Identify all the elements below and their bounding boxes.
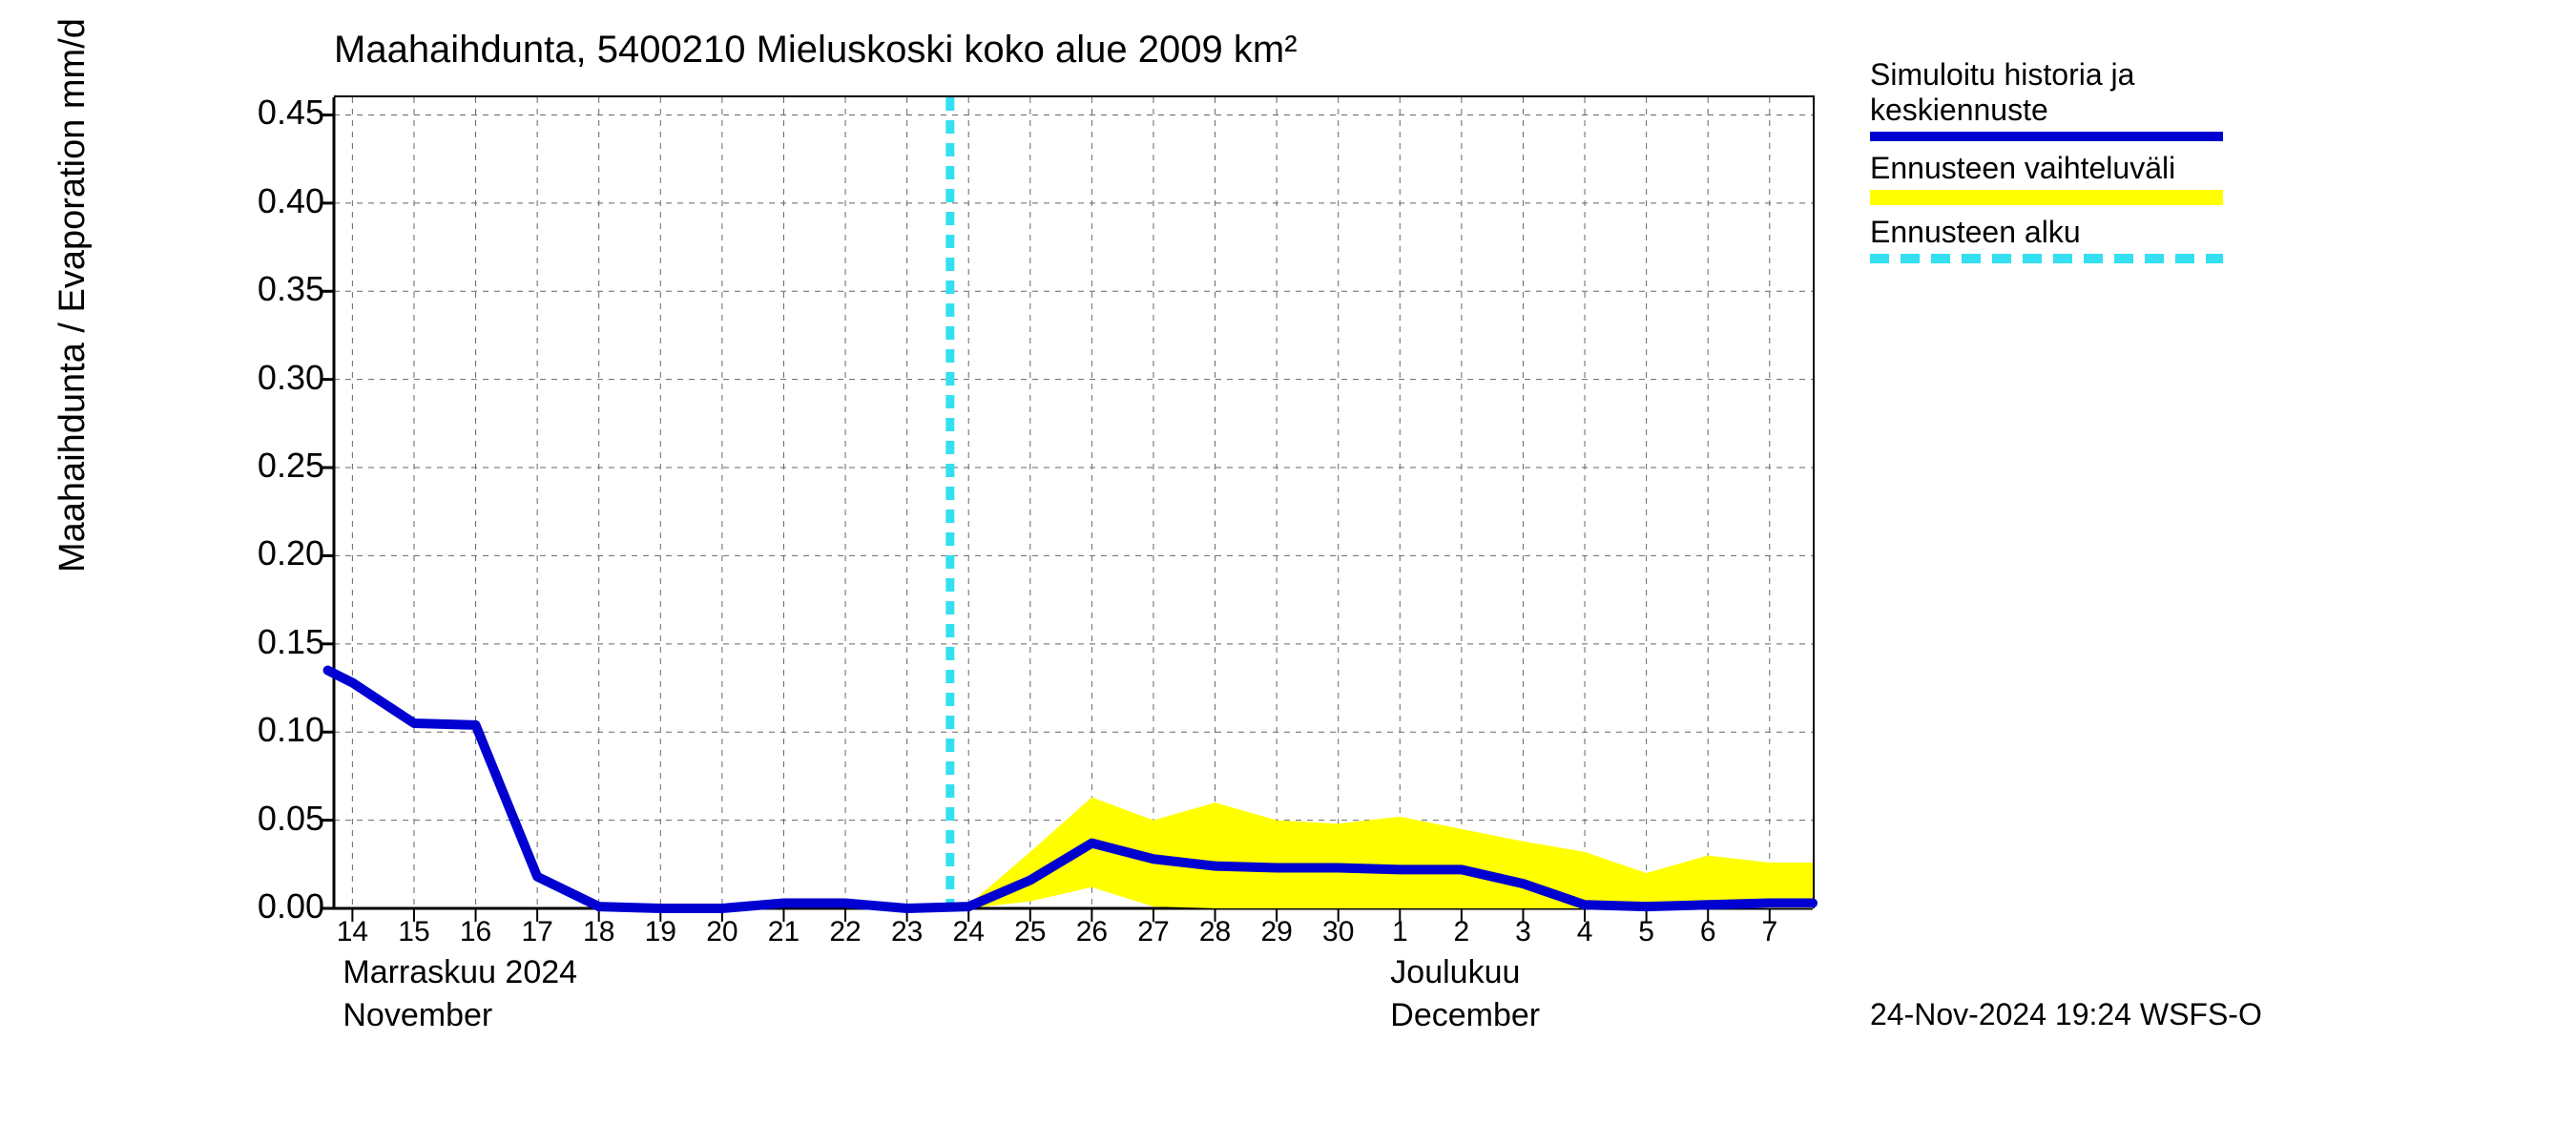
legend-swatch-line [1870,132,2223,141]
x-month-label-fi: Joulukuu [1390,954,1520,991]
y-tick-label: 0.45 [258,93,324,133]
legend-label-forecast-start: Ennusteen alku [1870,215,2223,250]
y-axis-label: Maahaihdunta / Evaporation mm/d [52,18,93,572]
legend-item-band: Ennusteen vaihteluväli [1870,151,2223,205]
chart-container: Maahaihdunta, 5400210 Mieluskoski koko a… [0,0,2576,1145]
y-tick-label: 0.30 [258,358,324,398]
x-month-label-en: December [1390,997,1540,1034]
y-tick-label: 0.15 [258,622,324,662]
legend-label-band: Ennusteen vaihteluväli [1870,151,2223,186]
legend-item-history: Simuloitu historia ja keskiennuste [1870,57,2223,141]
y-tick-label: 0.00 [258,886,324,926]
x-month-label-fi: Marraskuu 2024 [343,954,577,991]
y-tick-label: 0.25 [258,446,324,486]
y-tick-label: 0.35 [258,269,324,309]
plot-area [334,95,1815,908]
timestamp: 24-Nov-2024 19:24 WSFS-O [1870,997,2262,1032]
legend-swatch-dash [1870,254,2223,263]
y-tick-label: 0.05 [258,799,324,839]
legend-item-forecast-start: Ennusteen alku [1870,215,2223,263]
legend: Simuloitu historia ja keskiennuste Ennus… [1870,57,2223,273]
plot-svg [334,97,1813,908]
legend-label-history: Simuloitu historia ja keskiennuste [1870,57,2223,128]
legend-swatch-area [1870,190,2223,205]
chart-title: Maahaihdunta, 5400210 Mieluskoski koko a… [334,29,1298,72]
y-tick-label: 0.40 [258,181,324,221]
x-month-label-en: November [343,997,492,1034]
y-tick-label: 0.10 [258,710,324,750]
y-tick-label: 0.20 [258,533,324,573]
